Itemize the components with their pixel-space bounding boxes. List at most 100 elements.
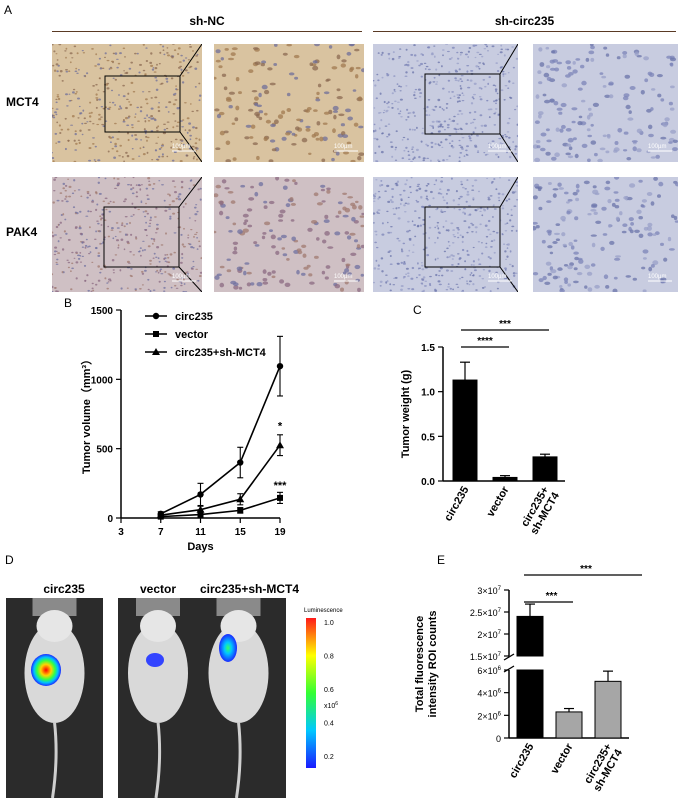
axis-break-mark [503, 665, 515, 673]
y-tick-label: 1.5 [421, 343, 435, 354]
group-header-sh-circ235: sh-circ235 [494, 14, 555, 28]
colorbar-unit: x106 [324, 701, 338, 710]
zoom-region-box [424, 73, 501, 135]
micrograph-pak4-sh-nc-overview: 100µm [52, 177, 202, 292]
colorbar-tick-label: 0.2 [324, 754, 334, 761]
tumor-volume-chart: 0 500 1000 1500 3 7 11 15 19 Days Tumor volume（mm³… [80, 306, 288, 553]
x-tick-label: 11 [195, 527, 206, 538]
y-tick-label: 3×107 [477, 586, 501, 596]
data-point-circ235 [197, 491, 204, 498]
panel-d-letter: D [5, 553, 14, 567]
y-tick-label: 0 [107, 514, 113, 525]
significance-mark: * [278, 420, 283, 432]
data-point-vector [237, 507, 244, 514]
x-tick-label: 15 [235, 527, 247, 538]
panel-a-letter: A [4, 3, 13, 17]
bar-2 [532, 456, 558, 482]
colorbar-tick-label: 0.6 [324, 687, 334, 694]
significance-mark: *** [499, 319, 511, 330]
x-category-label: circ235+sh-MCT4 [518, 484, 562, 537]
group-header-sh-nc: sh-NC [189, 14, 225, 28]
significance-mark: **** [477, 336, 493, 347]
mouse-head [220, 610, 257, 642]
zoom-region-box [103, 206, 180, 268]
legend-marker [153, 331, 159, 337]
tumor-signal-circ235-sh-mct4 [219, 634, 237, 662]
scale-bar-label: 100µm [488, 274, 506, 280]
series-line-2 [160, 444, 281, 517]
zoom-guide-line [178, 266, 202, 292]
data-point-circ235+sh-MCT4 [236, 495, 245, 503]
zoom-guide-line [499, 177, 518, 208]
nose-cone [136, 598, 180, 616]
mouse-image-1 [118, 598, 198, 798]
x-category-label: circ235 [507, 742, 536, 781]
y-tick-label: 1.5×107 [470, 652, 502, 662]
mouse-label-circ235-sh-mct4: circ235+sh-MCT4 [199, 582, 300, 596]
zoom-guide-line [179, 131, 202, 162]
colorbar-tick-label: 1.0 [324, 620, 334, 627]
mouse-image-0 [6, 598, 103, 798]
legend-label: circ235+sh-MCT4 [175, 347, 267, 359]
series-line-1 [160, 497, 281, 518]
panel-b-letter: B [64, 296, 73, 310]
y-tick-label: 2×106 [477, 711, 501, 721]
x-tick-label: 19 [274, 527, 286, 538]
nose-cone [32, 598, 77, 616]
micrograph-pak4-sh-nc-zoom: 100µm [214, 177, 364, 292]
data-point-circ235+sh-MCT4 [156, 511, 165, 519]
colorbar-tick-label: 0.4 [324, 721, 334, 728]
mouse-tail [154, 721, 162, 798]
y-tick-label: 6×106 [477, 666, 501, 676]
mouse-label-circ235: circ235 [43, 582, 85, 596]
scale-bar-label: 100µm [648, 144, 666, 150]
y-tick-label: 2.5×107 [470, 608, 502, 618]
colorbar-title: Luminescence [304, 608, 343, 614]
data-point-circ235+sh-MCT4 [276, 441, 284, 449]
bar-1 [492, 476, 518, 482]
tumor-weight-chart: 0.0 0.5 1.0 1.5 Tumor weight (g) circ235 vecto… [400, 319, 565, 537]
y-tick-label: 500 [96, 445, 113, 456]
colorbar [306, 618, 316, 768]
zoom-region-box [424, 206, 501, 268]
x-tick-label: 3 [118, 527, 124, 538]
row-label-mct4: MCT4 [6, 95, 39, 109]
legend-label: vector [175, 329, 209, 341]
x-category-label: circ235+sh-MCT4 [581, 741, 625, 794]
significance-mark: *** [274, 480, 288, 492]
zoom-guide-line [499, 266, 518, 292]
bar-1 [555, 711, 583, 739]
mouse-head [36, 610, 73, 642]
legend-marker [152, 312, 160, 320]
mouse-image-2 [191, 598, 286, 798]
bar-0-upper [516, 615, 544, 657]
tumor-signal-circ235 [31, 654, 61, 686]
data-point-circ235 [276, 362, 284, 370]
y-axis-label: Total fluorescenceintensity ROI counts [414, 611, 439, 718]
legend-label: circ235 [175, 311, 213, 323]
row-label-pak4: PAK4 [6, 225, 38, 239]
bioluminescence-imaging: Luminescence 1.0 0.8 0.6 0.4 0.2 x106 [6, 598, 343, 798]
panel-c-letter: C [413, 303, 422, 317]
data-point-circ235+sh-MCT4 [196, 505, 205, 513]
scale-bar-label: 100µm [334, 274, 352, 280]
micrograph-mct4-sh-circ235-overview: 100µm [373, 44, 518, 162]
y-tick-label: 1500 [91, 306, 114, 317]
micrograph-pak4-sh-circ235-overview: 100µm [373, 177, 518, 292]
x-category-label: vector [485, 484, 512, 519]
fluorescence-intensity-chart: 1.5×107 2×107 2.5×107 3×107 0 2×106 4×106 6×106… [414, 564, 642, 794]
bar-0-lower [516, 669, 544, 739]
group-divider-sh-circ235 [373, 31, 676, 32]
axis-break-mark [503, 653, 515, 661]
data-point-circ235 [237, 459, 244, 466]
micrograph-mct4-sh-circ235-zoom: 100µm [533, 44, 678, 162]
y-tick-label: 1.0 [421, 388, 435, 399]
series-line-0 [160, 365, 281, 515]
y-axis-label: Tumor volume（mm³） [80, 354, 93, 474]
y-tick-label: 1000 [91, 375, 114, 386]
scale-bar-label: 100µm [488, 144, 506, 150]
data-point-vector [277, 494, 283, 501]
x-tick-label: 7 [158, 527, 164, 538]
y-tick-label: 0.0 [421, 477, 435, 488]
x-category-label: vector [549, 741, 576, 776]
